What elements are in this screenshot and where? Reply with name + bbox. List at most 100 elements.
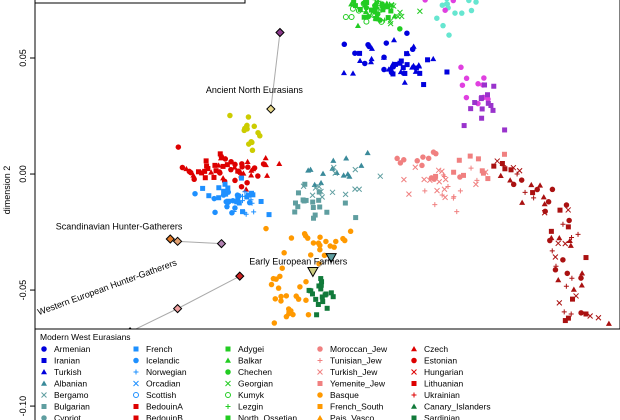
data-point <box>393 61 399 67</box>
data-point <box>578 282 585 288</box>
data-point <box>244 194 250 200</box>
data-point <box>377 2 383 8</box>
data-point <box>570 296 576 302</box>
data-point <box>302 181 308 187</box>
data-point <box>295 190 301 196</box>
data-point <box>387 20 394 27</box>
data-point <box>211 174 217 180</box>
data-point <box>432 202 438 208</box>
data-point <box>531 195 537 201</box>
data-point <box>175 144 182 150</box>
data-point <box>605 320 612 326</box>
data-point <box>344 171 351 177</box>
data-point <box>363 8 370 14</box>
legend-marker <box>225 346 231 352</box>
annotation-label: Early European Farmers <box>249 257 348 267</box>
data-point <box>440 22 446 29</box>
data-point <box>276 160 283 166</box>
data-point <box>363 18 370 25</box>
data-point <box>220 163 226 169</box>
legend-marker <box>317 404 323 409</box>
data-point <box>329 189 336 196</box>
data-point <box>342 191 349 198</box>
data-point <box>305 311 312 318</box>
legend-item-label: Kumyk <box>238 390 265 400</box>
legend-marker <box>225 415 231 420</box>
data-point <box>303 278 309 285</box>
data-point <box>255 129 261 136</box>
data-point <box>318 179 325 186</box>
data-point <box>410 43 417 49</box>
data-point <box>358 162 365 168</box>
data-point <box>433 173 439 179</box>
data-point <box>456 157 462 163</box>
data-point <box>315 240 322 246</box>
data-point <box>317 204 323 210</box>
data-point <box>553 263 559 269</box>
legend-item-label: Estonian <box>424 356 457 366</box>
data-point <box>366 43 372 50</box>
ancient-samples: Ancient North Eurasians Scandinavian Hunt… <box>36 27 348 337</box>
data-point <box>488 103 494 109</box>
data-point <box>391 37 398 43</box>
data-point <box>454 209 460 215</box>
legend-item-label: Lezgin <box>238 402 263 412</box>
legend-item-label: Tunisian_Jew <box>330 356 383 366</box>
legend-marker <box>225 392 231 398</box>
top-legend-stub <box>34 0 246 4</box>
data-point <box>442 194 448 201</box>
data-point <box>251 123 258 130</box>
data-point <box>318 286 324 292</box>
data-point <box>235 196 241 202</box>
legend-item-label: Turkish_Jew <box>330 367 378 377</box>
data-point <box>191 176 197 183</box>
data-point <box>565 224 571 230</box>
data-point <box>244 123 250 129</box>
legend-marker <box>41 358 47 363</box>
y-axis-label: dimension 2 <box>2 166 12 215</box>
data-point <box>583 311 589 317</box>
data-point <box>211 195 217 202</box>
data-point <box>251 209 257 215</box>
data-point <box>499 160 505 166</box>
data-point <box>475 156 481 162</box>
y-tick-label: -0.05 <box>18 280 28 301</box>
data-point <box>305 167 312 173</box>
data-point <box>522 189 528 195</box>
data-point <box>587 313 594 319</box>
data-point <box>277 273 283 280</box>
data-point <box>273 276 279 282</box>
data-point <box>368 55 375 62</box>
data-point <box>365 13 372 20</box>
legend-item-label: Chechen <box>238 367 272 377</box>
legend-item-label: French_South <box>330 402 384 412</box>
data-point <box>374 4 381 10</box>
data-point <box>401 176 407 183</box>
data-point <box>450 195 456 201</box>
data-point <box>409 64 416 70</box>
data-point <box>263 225 269 232</box>
data-point <box>349 5 356 12</box>
data-point <box>212 162 218 168</box>
data-point <box>497 172 504 178</box>
data-point <box>436 178 443 185</box>
data-point <box>434 187 440 194</box>
data-point <box>303 297 309 303</box>
legend-item-label: BedouinB <box>146 413 183 420</box>
data-point <box>560 221 566 227</box>
y-tick-label: -0.10 <box>18 396 28 417</box>
legend-marker <box>317 346 323 352</box>
data-point <box>422 188 428 194</box>
data-point <box>401 157 407 163</box>
data-point <box>367 59 374 65</box>
legend-item-label: Bulgarian <box>54 402 90 412</box>
data-point <box>235 168 241 174</box>
data-point <box>444 0 450 2</box>
data-point <box>434 15 440 21</box>
data-point <box>239 193 245 199</box>
legend-item-label: Cypriot <box>54 413 82 420</box>
data-point <box>316 283 322 289</box>
data-point <box>316 183 322 190</box>
data-point <box>557 207 563 213</box>
data-point <box>258 198 264 204</box>
